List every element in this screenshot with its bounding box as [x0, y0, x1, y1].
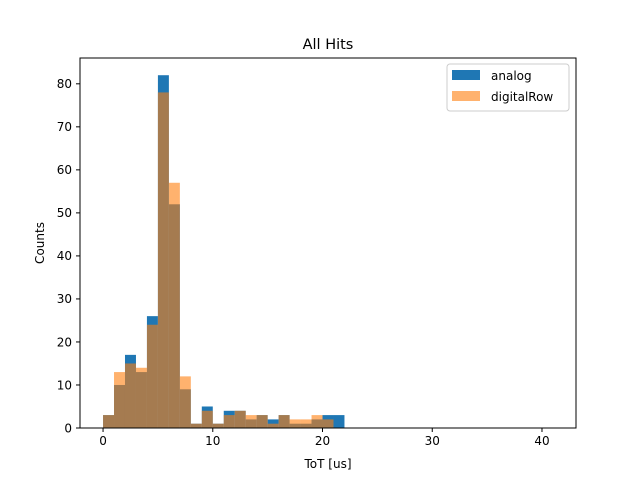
- legend: analog digitalRow: [446, 63, 570, 112]
- bar-digitalrow-2: [124, 363, 136, 428]
- y-tick-label-40: 40: [57, 249, 72, 263]
- y-tick-label-70: 70: [57, 120, 72, 134]
- bar-digitalrow-1: [114, 372, 125, 428]
- bar-digitalrow-9: [201, 410, 213, 428]
- bar-digitalrow-13: [245, 415, 257, 428]
- bar-digitalrow-7: [179, 376, 191, 428]
- x-tick-label-10: 10: [205, 434, 220, 448]
- bar-digitalrow-18: [300, 419, 312, 428]
- bar-digitalrow-8: [190, 423, 202, 428]
- bar-digitalrow-16: [278, 415, 290, 428]
- bars-layer: [103, 75, 345, 429]
- y-tick-label-50: 50: [57, 206, 72, 220]
- bar-digitalrow-11: [223, 415, 235, 428]
- y-axis-ticks: 0 10 20 30 40 50 60 70 80: [57, 77, 80, 435]
- x-tick-label-20: 20: [315, 434, 330, 448]
- y-tick-label-80: 80: [57, 77, 72, 91]
- plot-frame: [79, 57, 577, 429]
- bar-digitalrow-14: [256, 415, 268, 428]
- bar-digitalrow-0: [103, 415, 115, 428]
- bar-digitalrow-20: [322, 419, 334, 428]
- bar-digitalrow-17: [289, 419, 301, 428]
- y-tick-label-60: 60: [57, 163, 72, 177]
- bar-digitalrow-19: [311, 415, 323, 428]
- x-axis-ticks: 0 10 20 30 40: [99, 428, 550, 448]
- y-tick-label-20: 20: [57, 335, 72, 349]
- bar-digitalrow-6: [168, 182, 180, 428]
- legend-swatch-analog: [452, 70, 480, 80]
- x-tick-label-40: 40: [534, 434, 549, 448]
- bar-digitalrow-12: [234, 410, 246, 428]
- y-axis-label: Counts: [33, 222, 47, 264]
- bar-digitalrow-5: [157, 92, 169, 428]
- x-tick-label-30: 30: [425, 434, 440, 448]
- x-tick-label-0: 0: [99, 434, 107, 448]
- y-tick-label-0: 0: [64, 421, 72, 435]
- bar-digitalrow-10: [212, 423, 224, 428]
- bar-analog-21: [333, 415, 345, 428]
- bar-digitalrow-15: [267, 423, 279, 428]
- bar-digitalrow-4: [146, 324, 158, 428]
- legend-label-digitalrow: digitalRow: [491, 90, 553, 104]
- y-tick-label-10: 10: [57, 378, 72, 392]
- bar-digitalrow-3: [135, 367, 147, 428]
- chart-title: All Hits: [303, 37, 354, 53]
- x-axis-label: ToT [us]: [304, 457, 352, 471]
- legend-label-analog: analog: [491, 69, 532, 83]
- y-tick-label-30: 30: [57, 292, 72, 306]
- legend-swatch-digitalrow: [452, 91, 480, 101]
